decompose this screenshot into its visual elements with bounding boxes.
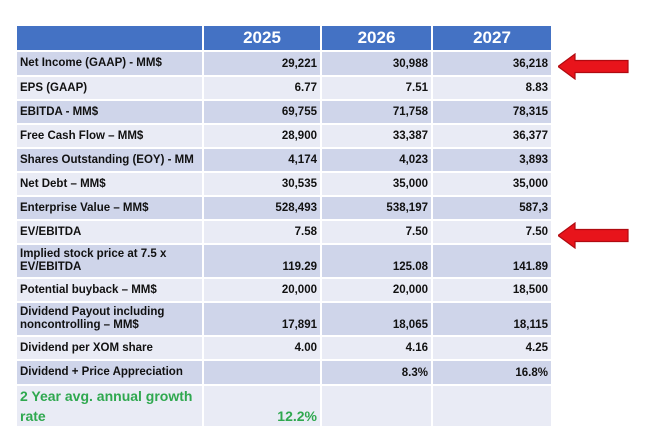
cell-2026: 71,758	[321, 100, 433, 125]
net-income-arrow	[558, 53, 629, 80]
cell-2026: 18,065	[321, 302, 433, 337]
cell-2027: 36,377	[432, 124, 553, 149]
cell-2027: 36,218	[432, 51, 553, 77]
growth-rate-value: 12.2%	[203, 385, 322, 428]
cell-2026: 4.16	[321, 336, 433, 361]
cell-2026: 7.51	[321, 76, 433, 101]
cell-2027: 587,3	[432, 196, 553, 221]
row-label: Potential buyback – MM$	[17, 278, 204, 303]
cell-2025: 4.00	[203, 336, 322, 361]
row-label: Free Cash Flow – MM$	[17, 124, 204, 149]
cell-2027: 141.89	[432, 244, 553, 279]
row-label: EV/EBITDA	[17, 220, 204, 245]
cell-2025: 7.58	[203, 220, 322, 245]
growth-rate-row: 2 Year avg. annual growth rate 12.2%	[17, 385, 553, 428]
cell-2025	[203, 360, 322, 386]
cell-2026: 538,197	[321, 196, 433, 221]
header-year-2026: 2026	[321, 26, 433, 52]
header-year-2025: 2025	[203, 26, 322, 52]
row-label: Net Income (GAAP) - MM$	[17, 51, 204, 77]
row-label: Dividend per XOM share	[17, 336, 204, 361]
table-row: Enterprise Value – MM$ 528,493 538,197 5…	[17, 196, 553, 221]
cell-2026: 35,000	[321, 172, 433, 197]
cell-2026: 7.50	[321, 220, 433, 245]
cell-2027: 78,315	[432, 100, 553, 125]
growth-rate-label: 2 Year avg. annual growth rate	[17, 385, 204, 428]
cell-2026: 125.08	[321, 244, 433, 279]
table-row: EBITDA - MM$ 69,755 71,758 78,315	[17, 100, 553, 125]
cell-2027: 4.25	[432, 336, 553, 361]
cell-2027: 7.50	[432, 220, 553, 245]
cell-2025: 528,493	[203, 196, 322, 221]
row-label: Dividend + Price Appreciation	[17, 360, 204, 386]
cell-2025: 6.77	[203, 76, 322, 101]
cell-2027: 3,893	[432, 148, 553, 173]
row-label: Enterprise Value – MM$	[17, 196, 204, 221]
table-row: Net Debt – MM$ 30,535 35,000 35,000	[17, 172, 553, 197]
table-row: Potential buyback – MM$ 20,000 20,000 18…	[17, 278, 553, 303]
table-row: Dividend per XOM share 4.00 4.16 4.25	[17, 336, 553, 361]
ev-ebitda-arrow	[558, 222, 629, 249]
cell-2026	[321, 385, 433, 428]
cell-2025: 29,221	[203, 51, 322, 77]
row-label: EPS (GAAP)	[17, 76, 204, 101]
cell-2026: 4,023	[321, 148, 433, 173]
cell-2027: 18,115	[432, 302, 553, 337]
cell-2025: 69,755	[203, 100, 322, 125]
cell-2027	[432, 385, 553, 428]
row-label: Shares Outstanding (EOY) - MM	[17, 148, 204, 173]
header-row: 2025 2026 2027	[17, 26, 553, 52]
cell-2025: 119.29	[203, 244, 322, 279]
cell-2026: 20,000	[321, 278, 433, 303]
row-label: Implied stock price at 7.5 x EV/EBITDA	[17, 244, 204, 279]
cell-2027: 18,500	[432, 278, 553, 303]
financial-projection-table: 2025 2026 2027 Net Income (GAAP) - MM$ 2…	[17, 26, 553, 428]
table-row: EPS (GAAP) 6.77 7.51 8.83	[17, 76, 553, 101]
cell-2025: 28,900	[203, 124, 322, 149]
cell-2025: 20,000	[203, 278, 322, 303]
cell-2027: 35,000	[432, 172, 553, 197]
table-row: Dividend + Price Appreciation 8.3% 16.8%	[17, 360, 553, 386]
row-label: Net Debt – MM$	[17, 172, 204, 197]
cell-2025: 4,174	[203, 148, 322, 173]
table-row: Free Cash Flow – MM$ 28,900 33,387 36,37…	[17, 124, 553, 149]
header-blank-cell	[17, 26, 204, 52]
cell-2027: 16.8%	[432, 360, 553, 386]
table-row: Dividend Payout including noncontrolling…	[17, 302, 553, 337]
cell-2026: 30,988	[321, 51, 433, 77]
cell-2025: 30,535	[203, 172, 322, 197]
cell-2027: 8.83	[432, 76, 553, 101]
cell-2026: 33,387	[321, 124, 433, 149]
cell-2026: 8.3%	[321, 360, 433, 386]
table-row: Implied stock price at 7.5 x EV/EBITDA 1…	[17, 244, 553, 279]
cell-2025: 17,891	[203, 302, 322, 337]
table-row: Net Income (GAAP) - MM$ 29,221 30,988 36…	[17, 51, 553, 77]
row-label: EBITDA - MM$	[17, 100, 204, 125]
table-row: Shares Outstanding (EOY) - MM 4,174 4,02…	[17, 148, 553, 173]
table-row: EV/EBITDA 7.58 7.50 7.50	[17, 220, 553, 245]
row-label: Dividend Payout including noncontrolling…	[17, 302, 204, 337]
header-year-2027: 2027	[432, 26, 553, 52]
